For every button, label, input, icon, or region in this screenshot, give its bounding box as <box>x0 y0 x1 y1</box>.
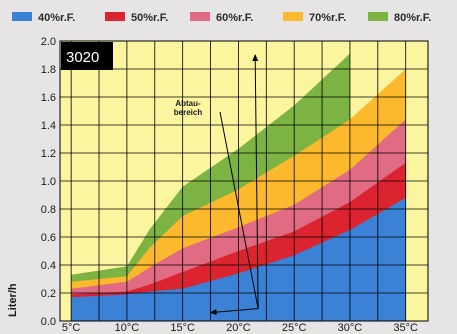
badge-label: 3020 <box>66 49 99 66</box>
x-tick-label-2: 15°C <box>170 322 195 334</box>
badge-background <box>61 42 113 70</box>
x-tick-labels: 5°C 10°C 15°C 20°C 25°C 30°C 35°C <box>62 322 418 334</box>
legend-swatch-4 <box>368 12 388 21</box>
y-tick-label-2: 0.4 <box>41 260 56 272</box>
y-axis-label: Liter/h <box>7 283 19 317</box>
legend-label-4: 80%r.F. <box>394 12 431 24</box>
legend-label-0: 40%r.F. <box>38 12 75 24</box>
y-tick-label-6: 1.2 <box>41 148 56 160</box>
annotation-text-1: bereich <box>174 108 203 117</box>
x-tick-label-3: 20°C <box>226 322 251 334</box>
y-tick-label-4: 0.8 <box>41 204 56 216</box>
y-tick-label-7: 1.4 <box>41 120 56 132</box>
legend-swatch-2 <box>190 12 210 21</box>
annotation: Abtau-bereich <box>174 54 259 316</box>
y-tick-label-0: 0.0 <box>41 316 56 328</box>
y-tick-label-10: 2.0 <box>41 36 56 48</box>
y-tick-label-3: 0.6 <box>41 232 56 244</box>
y-tick-label-9: 1.8 <box>41 64 56 76</box>
plot-border <box>59 40 429 322</box>
annotation-arrow-bottom <box>209 111 259 316</box>
model-badge: 3020 <box>61 42 113 70</box>
y-tick-labels: 0.0 0.2 0.4 0.6 0.8 1.0 1.2 1.4 1.6 1.8 2.0 <box>41 36 56 328</box>
legend-swatch-3 <box>283 12 303 21</box>
x-tick-label-4: 25°C <box>282 322 307 334</box>
legend-swatch-1 <box>105 12 125 21</box>
x-tick-label-1: 10°C <box>115 322 140 334</box>
x-tick-label-5: 30°C <box>338 322 363 334</box>
legend-swatch-0 <box>12 12 32 21</box>
annotation-text-0: Abtau- <box>175 99 201 108</box>
grid-lines <box>60 41 428 321</box>
legend-label-1: 50%r.F. <box>131 12 168 24</box>
y-tick-label-5: 1.0 <box>41 176 56 188</box>
annotation-arrow-top <box>252 54 259 309</box>
legend-label-2: 60%r.F. <box>216 12 253 24</box>
x-tick-label-6: 35°C <box>393 322 418 334</box>
y-tick-label-8: 1.6 <box>41 92 56 104</box>
legend-label-3: 70%r.F. <box>309 12 346 24</box>
legend: 40%r.F. 50%r.F. 60%r.F. 70%r.F. 80%r.F. <box>12 12 431 24</box>
y-tick-label-1: 0.2 <box>41 288 56 300</box>
x-tick-label-0: 5°C <box>62 322 81 334</box>
